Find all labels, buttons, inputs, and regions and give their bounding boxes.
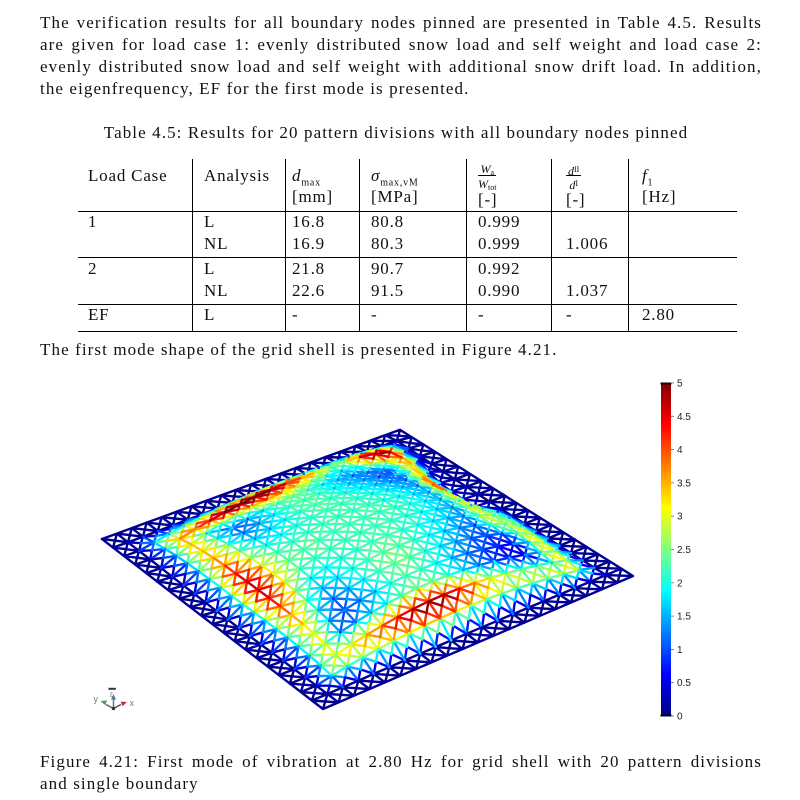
svg-text:1: 1 — [677, 645, 683, 656]
svg-text:4: 4 — [677, 445, 683, 456]
svg-text:y: y — [94, 694, 99, 704]
svg-text:0: 0 — [677, 712, 683, 723]
svg-text:0.5: 0.5 — [677, 678, 691, 689]
svg-text:z: z — [110, 692, 114, 699]
svg-text:3: 3 — [677, 512, 683, 523]
svg-text:2: 2 — [677, 578, 683, 589]
svg-text:5: 5 — [677, 379, 683, 390]
svg-text:x: x — [130, 698, 135, 708]
svg-text:1.5: 1.5 — [677, 612, 691, 623]
svg-text:4.5: 4.5 — [677, 412, 691, 423]
svg-text:3.5: 3.5 — [677, 478, 691, 489]
svg-text:2.5: 2.5 — [677, 545, 691, 556]
